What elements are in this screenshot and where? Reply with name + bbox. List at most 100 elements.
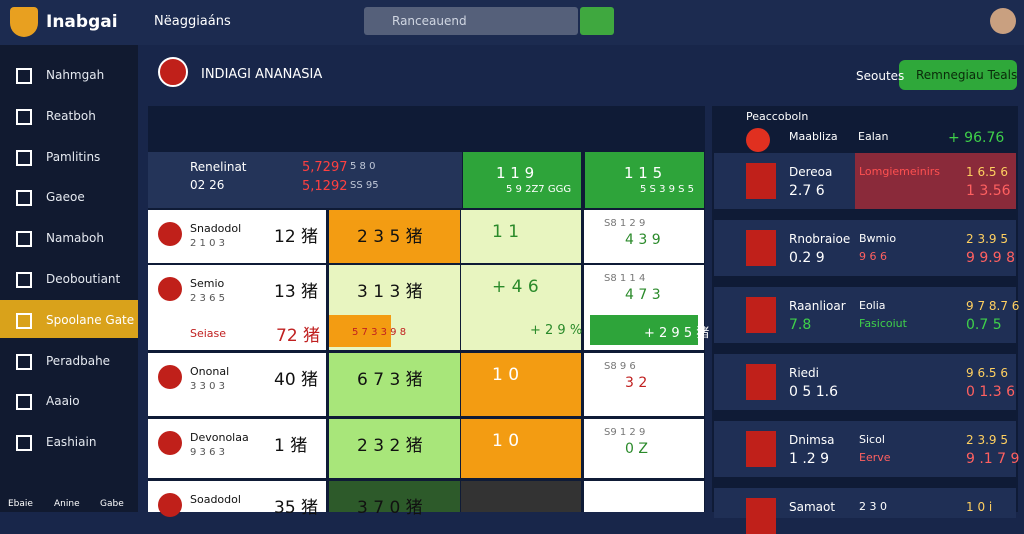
search-box[interactable]: [364, 7, 578, 35]
side-name: Rnobraioe: [789, 232, 851, 246]
logo-icon[interactable]: [10, 7, 38, 37]
row-c2: [329, 210, 460, 263]
row-c2: 2 3 5 猪: [357, 227, 423, 247]
side-name: Samaot: [789, 500, 836, 514]
top-c3: 1 1 5: [624, 164, 663, 182]
sidebar-icon: [16, 435, 32, 452]
sidebar-item[interactable]: Aaaio: [46, 394, 80, 409]
sidebar-item[interactable]: Spoolane Gate: [46, 312, 135, 327]
side-v2: 0 1.3 6: [966, 384, 1015, 400]
top-odds: 5,7297: [302, 160, 348, 175]
row-c4b: 4 7 3: [625, 287, 661, 303]
side-row-hl: [855, 153, 1016, 209]
sidebar-icon: [16, 312, 32, 329]
row-c4a: S9 1 2 9: [604, 427, 646, 438]
row-c2: 6 7 3 猪: [357, 370, 423, 390]
main-badge: [158, 57, 188, 87]
sidebar-icon: [16, 149, 32, 166]
row-c3: 1 0: [492, 431, 520, 451]
top-row: [148, 152, 462, 208]
side-mid2: Fasicoiut: [859, 317, 907, 330]
top-c2: [463, 152, 581, 208]
row-c3b: + 2 9 %: [530, 323, 583, 338]
row-c3: [461, 419, 581, 478]
row-c2: [329, 481, 460, 512]
logo-text: Inabgai: [46, 12, 118, 32]
team-crest: [158, 431, 182, 455]
top-c3: [585, 152, 704, 208]
side-v1: 9 7 8.7 6: [966, 299, 1020, 313]
cta-button[interactable]: [899, 60, 1017, 90]
row-c4b: 4 3 9: [625, 232, 661, 248]
side-v1: 2 3.9 5: [966, 232, 1008, 246]
side-head: Ealan: [858, 130, 889, 143]
top-c2-sub: 5 9 2Z7 GGG: [506, 184, 572, 195]
row-c4a: S8 9 6: [604, 361, 636, 372]
main-title: INDIAGI ANANASIA: [201, 67, 323, 82]
row-score: 12 猪: [274, 227, 319, 247]
row-c4b: 3 2: [625, 375, 648, 391]
sidebar-footer[interactable]: Gabe: [100, 499, 124, 509]
row-score: 1 猪: [274, 436, 308, 456]
sidebar-item[interactable]: Gaeoe: [46, 190, 85, 205]
sidebar-item[interactable]: Namaboh: [46, 231, 104, 246]
side-name: Dnimsa: [789, 433, 835, 447]
team-crest: [158, 222, 182, 246]
side-name: Riedi: [789, 366, 820, 380]
row-name: Ononal: [190, 365, 230, 378]
sidebar-active: [0, 300, 138, 338]
sidebar-item[interactable]: Eashiain: [46, 435, 97, 450]
side-crest: [746, 297, 776, 333]
row-name: Devonolaa: [190, 431, 249, 444]
row-sub: 2 3 6 5: [190, 293, 225, 304]
avatar[interactable]: [990, 8, 1016, 34]
sidebar-icon: [16, 353, 32, 370]
side-sub: 7.8: [789, 317, 812, 333]
side-v1: 2 3.9 5: [966, 433, 1008, 447]
top-odds-sub: SS 95: [350, 180, 379, 191]
side-ball: [746, 128, 770, 152]
side-v1: 9 6.5 6: [966, 366, 1008, 380]
row-score2: 72 猪: [276, 326, 321, 346]
row-c3: 1 1: [492, 222, 520, 242]
side-mid2: Eerve: [859, 451, 891, 464]
side-mid: Bwmio: [859, 232, 897, 245]
row-sub: 9 3 6 3: [190, 447, 225, 458]
sidebar-footer[interactable]: Ebaie: [8, 499, 33, 509]
team-crest: [158, 277, 182, 301]
page: (() => { const data = JSON.parse(documen…: [0, 7, 1020, 534]
sidebar-icon: [16, 394, 32, 411]
sidebar-icon: [16, 272, 32, 288]
side-crest: [746, 364, 776, 400]
row-c4c-bg: [590, 315, 698, 345]
sidebar-item[interactable]: Peradbahe: [46, 353, 111, 368]
sidebar-item[interactable]: Nahmgah: [46, 68, 105, 82]
row-c2b: 5 7 3 3 9 8: [352, 327, 407, 338]
top-c3-sub: 5 S 3 9 S 5: [640, 184, 695, 195]
team-crest: [158, 365, 182, 389]
side-title: Peaccoboln: [746, 110, 809, 123]
side-v2: 1 3.56: [966, 183, 1011, 199]
side-mid: Eolia: [859, 299, 886, 312]
sidebar-item[interactable]: Reatboh: [46, 108, 96, 123]
side-sub: 2.7 6: [789, 183, 825, 199]
cta-label[interactable]: Remnegiau Teals: [916, 68, 1018, 82]
row-c3: [461, 353, 581, 416]
row-c4: [584, 353, 704, 416]
main-search[interactable]: Seoutes: [856, 69, 905, 83]
row-sub: 3 3 0 3: [190, 381, 225, 392]
sidebar-item[interactable]: Deoboutiant: [46, 272, 121, 286]
row-c4a: S8 1 2 9: [604, 218, 646, 229]
side-mid: Sicol: [859, 433, 885, 446]
row-c4: [584, 419, 704, 478]
row-c3: 1 0: [492, 365, 520, 385]
top-odds-sub: 5 8 0: [350, 161, 376, 172]
side-crest: [746, 163, 776, 199]
row-score: 40 猪: [274, 370, 319, 390]
search-button[interactable]: [580, 7, 614, 35]
row-c2: 2 3 2 猪: [357, 436, 423, 456]
row-c2b-bg: [329, 315, 391, 347]
sidebar-item[interactable]: Pamlitins: [46, 149, 101, 164]
sidebar-footer[interactable]: Anine: [54, 499, 80, 509]
nav-link[interactable]: Nëaggiaáns: [154, 14, 231, 29]
